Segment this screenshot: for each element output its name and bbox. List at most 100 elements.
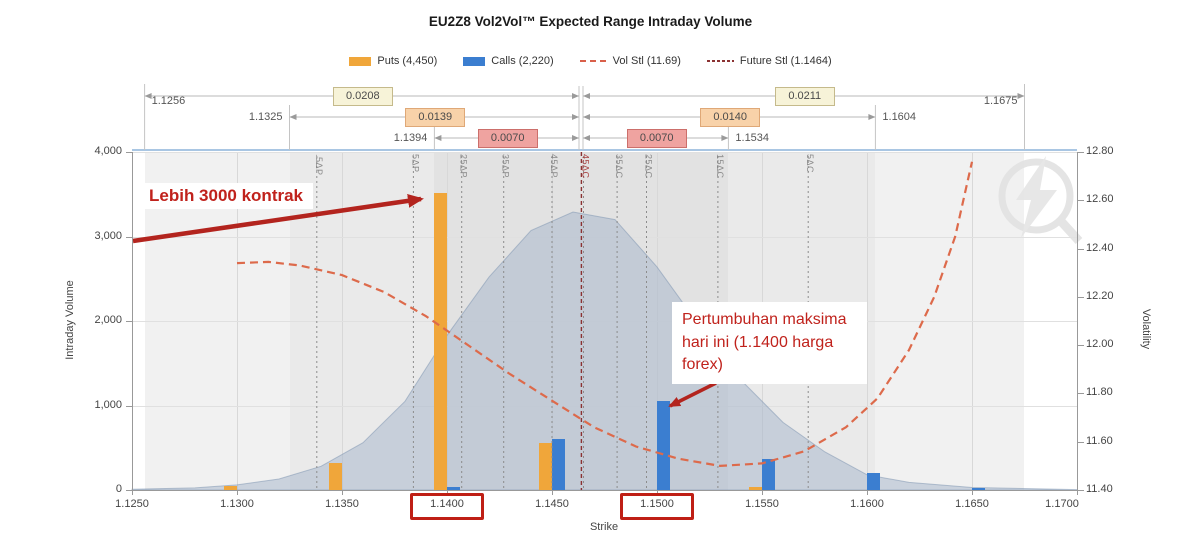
right-tick-label: 12.60 [1086,193,1114,206]
delta-pin-label: 45ΔC [580,154,591,179]
range-arrowhead-icon [572,93,579,99]
call-bar [657,401,670,490]
x-tick-mark [342,490,343,495]
x-tick-mark [972,490,973,495]
y-tick-label: 4,000 [94,145,122,157]
range-arrowhead-icon [583,114,590,120]
legend-label: Puts (4,450) [377,55,438,67]
range-arrowhead-icon [289,114,297,120]
delta-pin-label: 15ΔC [714,154,725,179]
y-tick-mark [126,236,132,238]
x-axis-title: Strike [589,521,619,533]
vol-stl-swatch-icon [579,60,607,62]
delta-pin-label: .5ΔP [313,154,324,176]
x-tick-mark [132,490,133,495]
legend-item-puts: Puts (4,450) [349,55,437,67]
legend: Puts (4,450) Calls (2,220) Vol Stl (11.6… [0,55,1181,67]
x-tick-label: 1.1500 [640,498,674,510]
x-tick-label: 1.1350 [325,498,359,510]
legend-item-calls: Calls (2,220) [463,55,554,67]
x-tick-mark [867,490,868,495]
h-gridline [132,236,1077,238]
h-gridline [132,321,1077,322]
x-axis-line [132,490,1078,491]
right-tick-mark [1078,152,1084,153]
x-tick-label: 1.1300 [220,498,254,510]
chart-title: EU2Z8 Vol2Vol™ Expected Range Intraday V… [428,14,753,29]
x-tick-mark [552,490,553,495]
plot-top-border [132,149,1077,151]
range-arrowhead-icon [1017,93,1025,99]
y-tick-label: 2,000 [94,314,122,326]
range-strike-label-left: 1.1325 [248,111,283,123]
delta-pin-label: 25ΔC [643,154,654,179]
y-tick-label: 3,000 [94,229,122,242]
range-arrowhead-icon [583,135,590,141]
x-tick-label: 1.1550 [745,498,779,510]
right-tick-mark [1078,296,1084,298]
x-tick-label: 1.1250 [115,498,149,510]
right-axis-line [1077,152,1078,490]
watermark-q-tail [1055,215,1083,245]
right-tick-label: 11.60 [1086,434,1113,447]
x-tick-label: 1.1700 [1045,498,1079,510]
range-arrowhead-icon [144,93,152,99]
y-tick-label: 1,000 [94,398,122,411]
legend-item-future-stl: Future Stl (1.1464) [706,55,832,67]
put-bar [749,487,762,490]
annotation-note-contracts: Lebih 3000 kontrak [139,183,314,209]
range-strike-label-right: 1.1675 [983,95,1018,107]
legend-item-vol-stl: Vol Stl (11.69) [579,55,681,67]
call-bar [972,487,985,490]
put-bar [329,462,342,490]
put-bar [224,485,237,490]
call-bar [867,473,880,490]
right-tick-label: 11.80 [1086,386,1113,399]
range-value-box-right: 0.0070 [626,129,687,148]
range-value-box-left: 0.0070 [477,129,538,148]
y-tick-mark [126,321,132,322]
y-tick-mark [126,405,132,407]
right-tick-mark [1078,490,1084,491]
legend-label: Vol Stl (11.69) [612,55,681,67]
highlighted-strike-box [620,493,694,520]
x-tick-label: 1.1650 [955,498,989,510]
delta-pin-label: 45ΔP [549,154,559,179]
range-arrowhead-icon [721,135,729,141]
delta-pin-label: 5ΔC [805,154,816,174]
right-tick-label: 12.00 [1086,338,1114,351]
legend-label: Future Stl (1.1464) [739,55,832,67]
range-arrowhead-icon [572,135,579,141]
right-tick-label: 12.20 [1086,289,1114,302]
puts-swatch-icon [349,56,372,66]
x-tick-mark [762,490,763,495]
calls-swatch-icon [463,56,486,66]
call-bar [447,487,460,490]
right-tick-mark [1078,441,1084,443]
annotation-note-growth: Pertumbuhan maksima hari ini (1.1400 har… [672,302,867,385]
y-axis-title: Intraday Volume [64,280,76,360]
range-arrowhead-icon [583,93,590,99]
y-tick-mark [126,152,132,153]
range-arrowhead-icon [868,114,876,120]
range-arrowhead-icon [572,114,579,120]
right-tick-mark [1078,200,1084,202]
right-tick-label: 12.80 [1086,145,1114,157]
put-bar [434,192,447,490]
delta-pin-label: 35ΔC [614,154,625,179]
range-value-box-right: 0.0211 [774,87,835,106]
range-strike-label-right: 1.1534 [735,132,770,144]
h-gridline [132,152,1077,153]
x-tick-label: 1.1600 [850,498,884,510]
x-tick-mark [1077,490,1078,495]
x-tick-label: 1.1450 [535,498,569,510]
y-axis-line [132,152,133,490]
x-tick-mark [657,490,658,495]
right-tick-mark [1078,393,1084,395]
y-tick-mark [126,490,132,491]
right-tick-mark [1078,345,1084,347]
x-tick-mark [237,490,238,495]
future-stl-swatch-icon [706,60,734,62]
right-tick-label: 11.40 [1086,483,1113,495]
